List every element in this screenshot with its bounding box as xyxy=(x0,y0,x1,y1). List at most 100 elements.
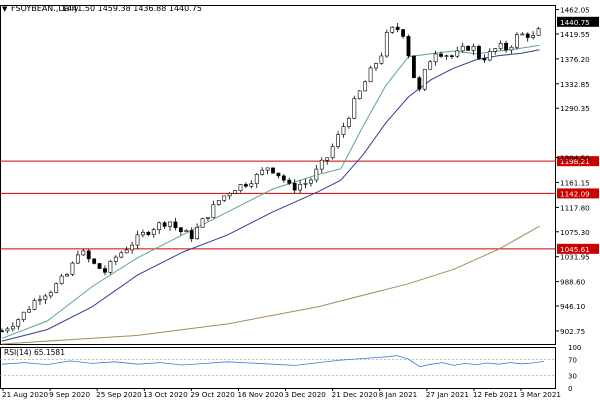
candle-body xyxy=(325,157,330,161)
current-price-tag xyxy=(557,16,599,27)
candle-body xyxy=(352,98,357,119)
candle-body xyxy=(124,249,129,254)
candle-body xyxy=(21,311,26,320)
candle-body xyxy=(406,36,411,57)
candle-body xyxy=(460,45,465,52)
candle-body xyxy=(48,292,53,297)
candle-body xyxy=(477,45,481,59)
candle-body xyxy=(298,183,303,191)
candle-body xyxy=(265,167,270,171)
candle-body xyxy=(195,227,200,240)
y-tick-label: 902.75 xyxy=(560,327,585,336)
candle-body xyxy=(32,300,37,310)
candle-body xyxy=(444,55,449,57)
candle-body xyxy=(276,172,281,177)
candle-body xyxy=(536,28,541,36)
x-tick-label: 12 Feb 2021 xyxy=(473,390,518,399)
candle-body xyxy=(103,268,107,273)
candle-body xyxy=(141,231,145,236)
candle-body xyxy=(374,63,378,69)
candle-body xyxy=(249,183,254,187)
x-tick-label: 29 Oct 2020 xyxy=(190,390,235,399)
candle-body xyxy=(0,330,4,333)
candle-body xyxy=(390,26,395,33)
candle-body xyxy=(200,218,205,228)
candle-body xyxy=(482,58,487,61)
y-tick-label: 1204.50 xyxy=(560,154,590,163)
candle-body xyxy=(97,263,102,269)
rsi-tick-label: 0 xyxy=(568,385,572,393)
candle-body xyxy=(151,229,156,235)
candle-body xyxy=(135,234,140,246)
moving-average-slow xyxy=(1,225,540,345)
x-tick-label: 13 Oct 2020 xyxy=(143,390,188,399)
candle-body xyxy=(346,118,351,127)
x-tick-label: 3 Dec 2020 xyxy=(285,390,327,399)
moving-average-mid xyxy=(1,49,540,342)
level-price-label: 1045.61 xyxy=(560,245,590,254)
candle-body xyxy=(433,53,438,63)
candle-body xyxy=(439,53,443,57)
y-tick-label: 1117.80 xyxy=(560,203,590,212)
candle-body xyxy=(16,319,21,327)
candle-body xyxy=(86,250,91,260)
level-price-tag xyxy=(557,188,599,199)
rsi-label: RSI(14) 65.1581 xyxy=(4,348,65,357)
candle-body xyxy=(162,222,167,227)
candle-body xyxy=(368,67,373,83)
candle-body xyxy=(509,46,514,51)
candle-body xyxy=(260,169,265,175)
candle-body xyxy=(292,182,297,191)
candle-body xyxy=(211,204,216,218)
candle-body xyxy=(493,48,498,52)
candle-body xyxy=(422,69,427,90)
candle-body xyxy=(341,126,346,135)
candle-body xyxy=(504,42,508,51)
level-price-label: 1142.09 xyxy=(560,189,590,198)
candle-body xyxy=(449,55,454,57)
y-tick-label: 1290.35 xyxy=(560,104,590,113)
x-tick-label: 16 Nov 2020 xyxy=(237,390,283,399)
candle-body xyxy=(92,258,97,264)
candle-body xyxy=(314,168,319,181)
candle-body xyxy=(281,175,286,181)
header-arrow[interactable]: ▼ xyxy=(2,5,8,13)
y-tick-label: 1332.85 xyxy=(560,80,590,89)
candle-body xyxy=(395,26,400,30)
candle-body xyxy=(75,254,80,264)
candle-body xyxy=(487,51,492,61)
y-tick-label: 1462.05 xyxy=(560,6,590,15)
candle-body xyxy=(81,250,86,256)
rsi-tick-label: 100 xyxy=(568,344,581,352)
current-price-label: 1440.75 xyxy=(560,18,590,27)
candle-body xyxy=(70,262,75,275)
symbol-label: FSOYBEAN.,Daily xyxy=(11,4,79,13)
x-tick-label: 9 Sep 2020 xyxy=(49,390,90,399)
candle-body xyxy=(384,32,389,57)
candle-body xyxy=(525,33,530,38)
candle-body xyxy=(108,261,113,273)
candle-body xyxy=(27,309,32,313)
rsi-tick-label: 30 xyxy=(568,373,577,381)
candle-body xyxy=(189,230,194,240)
candle-body xyxy=(10,325,15,330)
candle-body xyxy=(363,81,368,92)
candle-body xyxy=(38,299,42,301)
candle-body xyxy=(173,221,178,228)
candle-body xyxy=(471,45,476,51)
candle-body xyxy=(357,90,362,100)
candle-body xyxy=(417,77,422,90)
candle-body xyxy=(5,328,10,332)
level-price-label: 1198.21 xyxy=(560,157,590,166)
candle-body xyxy=(119,252,124,258)
candle-body xyxy=(319,159,324,170)
candle-body xyxy=(216,200,221,205)
candle-body xyxy=(303,182,308,185)
rsi-panel-frame xyxy=(0,347,556,389)
candle-body xyxy=(455,50,460,57)
candle-body xyxy=(222,195,227,201)
candle-body xyxy=(157,222,162,230)
y-tick-label: 1161.15 xyxy=(560,178,590,187)
candle-body xyxy=(330,146,335,159)
